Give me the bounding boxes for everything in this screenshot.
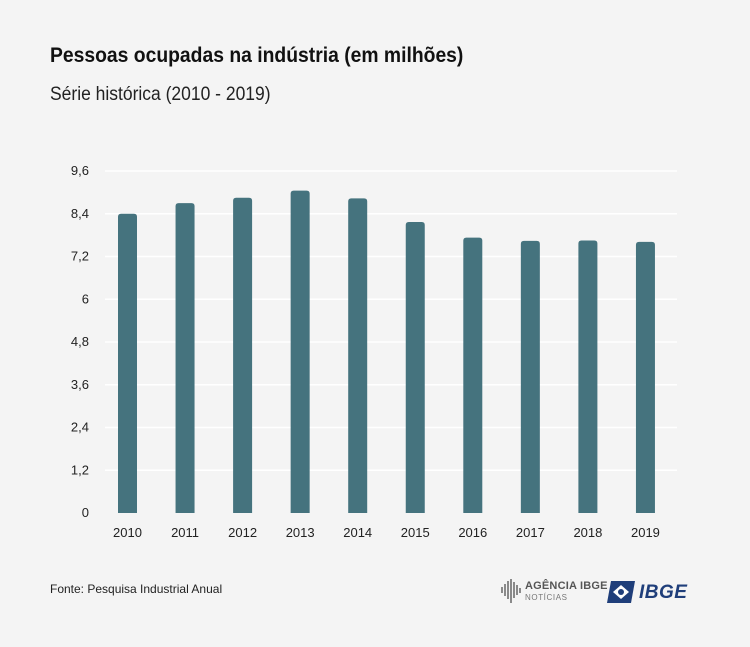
y-tick-label: 8,4 (71, 206, 89, 221)
bar-2015 (405, 221, 425, 513)
bar-2011 (175, 203, 195, 513)
y-tick-label: 2,4 (71, 420, 89, 435)
bar-2019 (635, 241, 655, 514)
y-tick-label: 0 (82, 505, 89, 520)
bar-2012 (233, 197, 253, 513)
y-tick-label: 9,6 (71, 163, 89, 178)
bar-2010 (118, 213, 137, 513)
ibge-label: IBGE (639, 581, 688, 603)
agencia-ibge-logo: AGÊNCIA IBGE NOTÍCIAS (501, 579, 608, 603)
chart-subtitle: Série histórica (2010 - 2019) (50, 84, 271, 105)
ibge-emblem-icon (607, 581, 635, 603)
chart-title: Pessoas ocupadas na indústria (em milhõe… (50, 44, 464, 67)
bar-2016 (463, 237, 483, 513)
y-tick-label: 7,2 (71, 249, 89, 264)
agencia-label: AGÊNCIA IBGE (525, 579, 608, 592)
x-tick-label: 2014 (343, 525, 372, 540)
bars (118, 190, 655, 514)
x-tick-label: 2015 (401, 525, 430, 540)
x-tick-label: 2013 (286, 525, 315, 540)
x-tick-label: 2018 (573, 525, 602, 540)
x-axis-ticks: 2010 2011 2012 2013 2014 2015 2016 2017 2018 2019 (113, 525, 660, 540)
source-note: Fonte: Pesquisa Industrial Anual (50, 582, 223, 596)
ibge-logo: IBGE (607, 581, 687, 603)
x-tick-label: 2016 (458, 525, 487, 540)
bar-2013 (290, 190, 310, 513)
y-tick-label: 1,2 (71, 462, 89, 477)
y-tick-label: 4,8 (71, 334, 89, 349)
x-tick-label: 2010 (113, 525, 142, 540)
y-axis-ticks: 0 1,2 2,4 3,6 4,8 6 7,2 8,4 9,6 (71, 163, 89, 520)
x-tick-label: 2017 (516, 525, 545, 540)
y-tick-label: 3,6 (71, 377, 89, 392)
x-tick-label: 2012 (228, 525, 257, 540)
bar-2017 (520, 240, 540, 513)
bar-2014 (348, 198, 368, 513)
agencia-sublabel: NOTÍCIAS (525, 592, 568, 602)
y-tick-label: 6 (82, 291, 89, 306)
bar-2018 (578, 240, 598, 513)
x-tick-label: 2011 (171, 525, 199, 540)
x-tick-label: 2019 (631, 525, 660, 540)
agencia-ibge-icon (501, 579, 521, 603)
